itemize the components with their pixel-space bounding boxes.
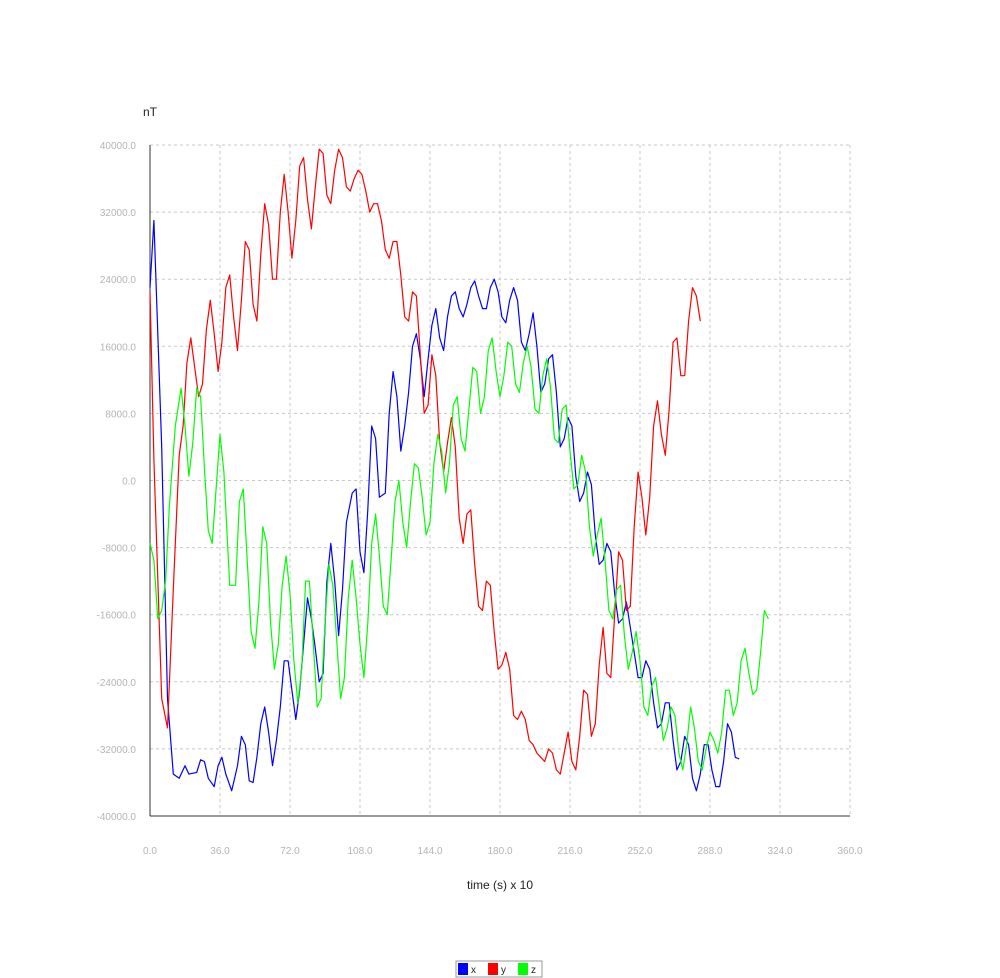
y-tick-label: -16000.0	[97, 611, 137, 622]
series-line-x	[149, 219, 740, 792]
y-axis-label: nT	[143, 105, 158, 119]
x-tick-label: 144.0	[417, 846, 442, 857]
legend-swatch-x	[458, 963, 468, 975]
x-tick-label: 0.0	[143, 846, 157, 857]
x-tick-label: 360.0	[837, 846, 862, 857]
axes	[149, 145, 850, 817]
y-tick-label: 16000.0	[100, 342, 137, 353]
y-tick-labels: 40000.0 32000.0 24000.0 16000.0 8000.0 0.0 -80…	[97, 141, 137, 823]
y-tick-label: -8000.0	[102, 544, 136, 555]
series-line-y	[149, 148, 701, 775]
x-tick-label: 252.0	[627, 846, 652, 857]
y-tick-label: 0.0	[122, 477, 136, 488]
x-axis-label: time (s) x 10	[467, 878, 533, 892]
x-tick-labels: 0.0 36.0 72.0 108.0 144.0 180.0 216.0 252.0 288.…	[143, 846, 863, 857]
y-tick-label: 32000.0	[100, 208, 137, 219]
legend: x y z	[455, 960, 543, 978]
y-tick-label: -32000.0	[97, 745, 137, 756]
legend-box	[455, 960, 543, 978]
y-tick-label: 24000.0	[100, 275, 137, 286]
y-tick-label: -40000.0	[97, 812, 137, 823]
legend-swatch-z	[518, 963, 528, 975]
grid-lines	[149, 144, 851, 817]
legend-label-z: z	[531, 965, 536, 976]
x-tick-label: 72.0	[280, 846, 300, 857]
y-tick-label: -24000.0	[97, 678, 137, 689]
x-tick-label: 324.0	[767, 846, 792, 857]
x-tick-label: 180.0	[487, 846, 512, 857]
y-tick-label: 8000.0	[105, 409, 136, 420]
x-tick-label: 216.0	[557, 846, 582, 857]
series-line-z	[149, 337, 769, 771]
x-tick-label: 108.0	[347, 846, 372, 857]
legend-swatch-y	[488, 963, 498, 975]
series-lines	[149, 148, 769, 792]
x-tick-label: 288.0	[697, 846, 722, 857]
legend-label-x: x	[471, 965, 476, 976]
y-tick-label: 40000.0	[100, 141, 137, 152]
legend-label-y: y	[501, 965, 506, 976]
x-tick-label: 36.0	[210, 846, 230, 857]
